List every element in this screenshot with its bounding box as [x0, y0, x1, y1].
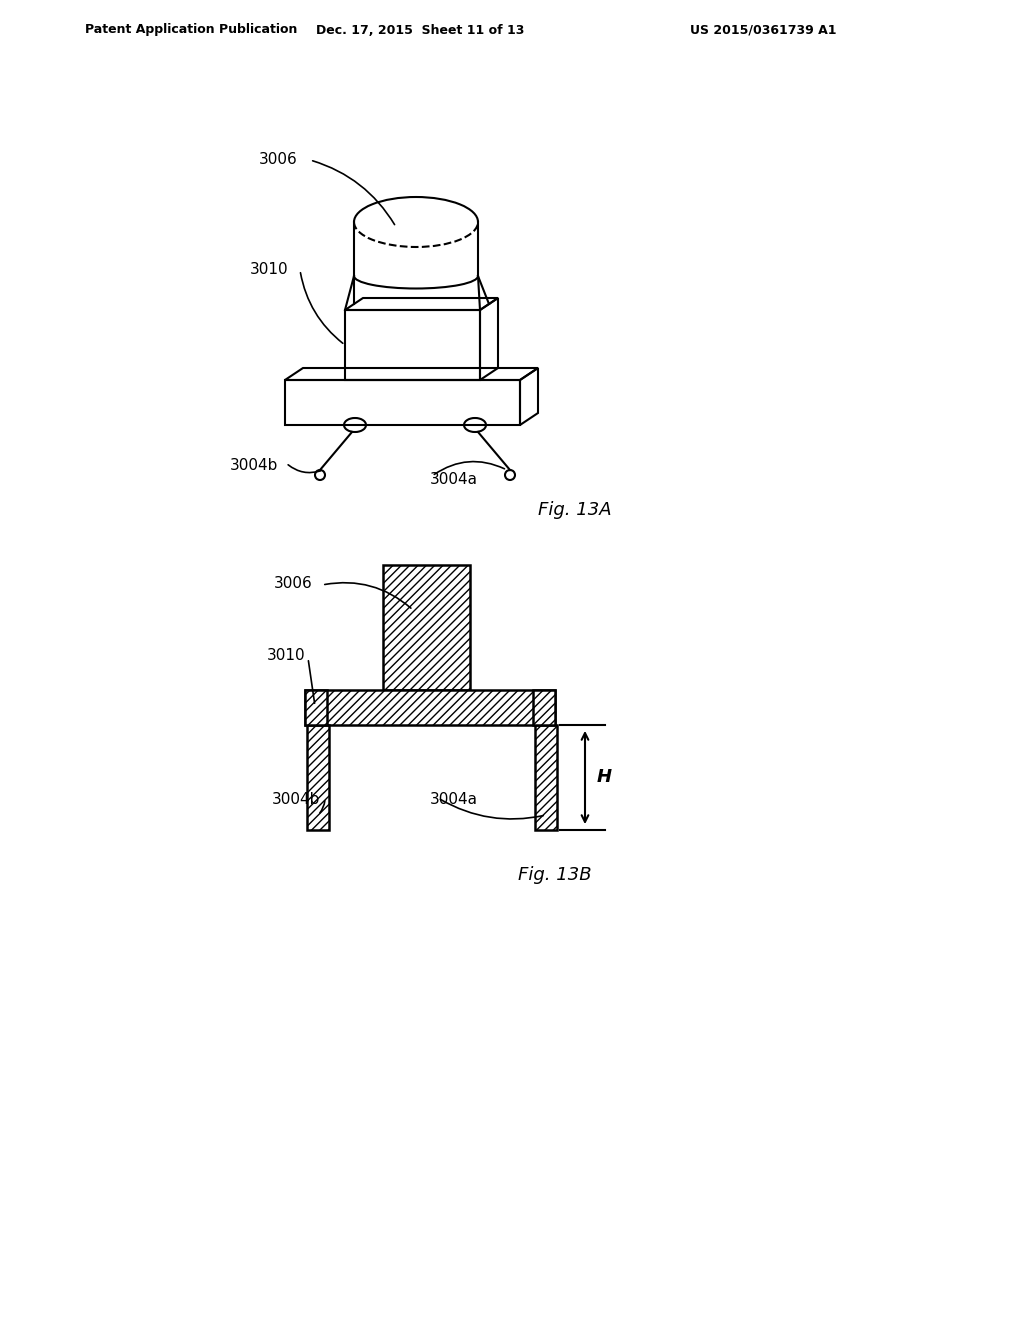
Text: 3004a: 3004a [430, 473, 478, 487]
Bar [305, 690, 555, 725]
Text: 3010: 3010 [266, 648, 305, 663]
Bar [307, 725, 329, 830]
Text: Patent Application Publication: Patent Application Publication [85, 24, 297, 37]
Bar [305, 690, 327, 725]
Text: 3004a: 3004a [430, 792, 478, 808]
Text: Fig. 13A: Fig. 13A [539, 502, 611, 519]
Bar [535, 725, 557, 830]
Bar [534, 690, 555, 725]
Text: Fig. 13B: Fig. 13B [518, 866, 592, 884]
Text: H: H [597, 768, 612, 787]
Bar [383, 565, 470, 690]
Text: 3004b: 3004b [229, 458, 278, 473]
Text: 3010: 3010 [250, 263, 288, 277]
Text: 3004b: 3004b [271, 792, 319, 808]
Text: 3006: 3006 [274, 576, 313, 590]
Text: 3006: 3006 [259, 153, 298, 168]
Text: US 2015/0361739 A1: US 2015/0361739 A1 [690, 24, 837, 37]
Text: Dec. 17, 2015  Sheet 11 of 13: Dec. 17, 2015 Sheet 11 of 13 [315, 24, 524, 37]
